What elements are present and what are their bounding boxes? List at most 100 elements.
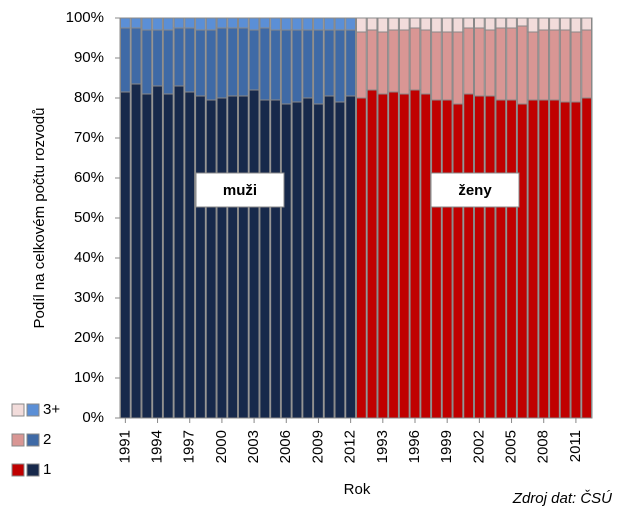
legend-swatch [26, 403, 40, 417]
bar-segment [527, 99, 539, 419]
bar-segment [388, 29, 399, 93]
bar-segment [259, 99, 271, 419]
bar-segment [291, 17, 303, 31]
y-tick-label: 100% [66, 9, 104, 26]
bar-segment [377, 17, 389, 33]
bar-segment [356, 31, 367, 99]
bar-segment [570, 31, 582, 103]
bar-segment [527, 17, 539, 33]
bar-segment [130, 27, 142, 85]
bar-segment [441, 31, 453, 101]
x-tick-label: 1997 [181, 430, 198, 463]
y-tick-label: 40% [74, 249, 104, 266]
bar-segment [291, 101, 303, 419]
bar-segment [409, 89, 421, 419]
bar-segment [345, 17, 357, 31]
legend-swatch [11, 433, 25, 447]
bar-segment [259, 27, 271, 101]
x-tick-label: 2006 [277, 430, 294, 463]
bar-segment [388, 91, 399, 419]
bar-segment [270, 99, 281, 419]
bar-segment [152, 29, 163, 87]
bar-segment [141, 93, 153, 419]
y-tick-label: 0% [82, 409, 104, 426]
bar-segment [538, 29, 550, 101]
bar-segment [248, 29, 260, 91]
bar-segment [216, 17, 228, 29]
annotation-box [430, 172, 520, 208]
x-tick-label: 2005 [503, 430, 520, 463]
bar-segment [238, 17, 249, 29]
bar-segment [420, 29, 432, 95]
bar-segment [398, 17, 410, 31]
bar-segment [495, 27, 507, 101]
bar-segment [120, 91, 131, 419]
x-tick-label: 1999 [438, 430, 455, 463]
bar-segment [302, 29, 314, 99]
bar-segment [259, 17, 271, 29]
bar-segment [334, 101, 346, 419]
bar-segment [474, 95, 485, 419]
bar-segment [195, 95, 206, 419]
bar-segment [366, 29, 378, 91]
bar-segment [205, 29, 217, 101]
legend-label: 2 [43, 431, 51, 448]
bar-segment [238, 95, 249, 419]
x-tick-label: 2011 [567, 430, 584, 462]
bar-segment [495, 17, 507, 29]
bar-segment [452, 17, 464, 33]
bar-segment [323, 29, 335, 97]
bar-segment [506, 27, 517, 101]
bar-segment [173, 85, 185, 419]
bar-segment [184, 17, 196, 29]
bar-segment [409, 17, 421, 29]
legend-swatch [11, 403, 25, 417]
bar-segment [280, 17, 292, 31]
bar-segment [420, 17, 432, 31]
annotation-box [195, 172, 285, 208]
bar-segment [184, 27, 196, 93]
x-tick-label: 2009 [309, 430, 326, 463]
legend-label: 1 [43, 461, 51, 478]
bar-segment [549, 17, 560, 31]
x-tick-label: 1993 [374, 430, 391, 463]
bar-segment [323, 17, 335, 31]
x-tick-label: 1996 [406, 430, 423, 463]
bar-segment [463, 17, 475, 29]
bar-segment [484, 29, 496, 97]
bar-segment [484, 17, 496, 31]
bar-segment [313, 29, 324, 105]
bar-segment [195, 17, 206, 31]
y-tick-label: 80% [74, 89, 104, 106]
bar-segment [441, 99, 453, 419]
bar-segment [334, 17, 346, 31]
bar-segment [377, 93, 389, 419]
x-tick-label: 2002 [470, 430, 487, 463]
bar-segment [227, 27, 238, 97]
bar-segment [516, 103, 528, 419]
bar-segment [270, 29, 281, 101]
bar-segment [463, 93, 475, 419]
x-tick-label: 2012 [342, 430, 359, 463]
bar-segment [248, 89, 260, 419]
bar-segment [431, 99, 442, 419]
bar-segment [506, 99, 517, 419]
y-tick-label: 10% [74, 369, 104, 386]
bar-segment [420, 93, 432, 419]
bar-segment [345, 95, 357, 419]
y-axis-title: Podíl na celkovém počtu rozvodů [31, 108, 48, 329]
bar-segment [270, 17, 281, 31]
bar-segment [474, 17, 485, 29]
bar-segment [280, 103, 292, 419]
bar-segment [452, 31, 464, 105]
bar-segment [538, 17, 550, 31]
bar-segment [549, 29, 560, 101]
bar-segment [377, 31, 389, 95]
bar-segment [120, 27, 131, 93]
bar-segment [516, 25, 528, 105]
bar-segment [216, 27, 228, 99]
bar-segment [141, 17, 153, 31]
y-tick-label: 20% [74, 329, 104, 346]
x-axis-title: Rok [344, 481, 371, 498]
